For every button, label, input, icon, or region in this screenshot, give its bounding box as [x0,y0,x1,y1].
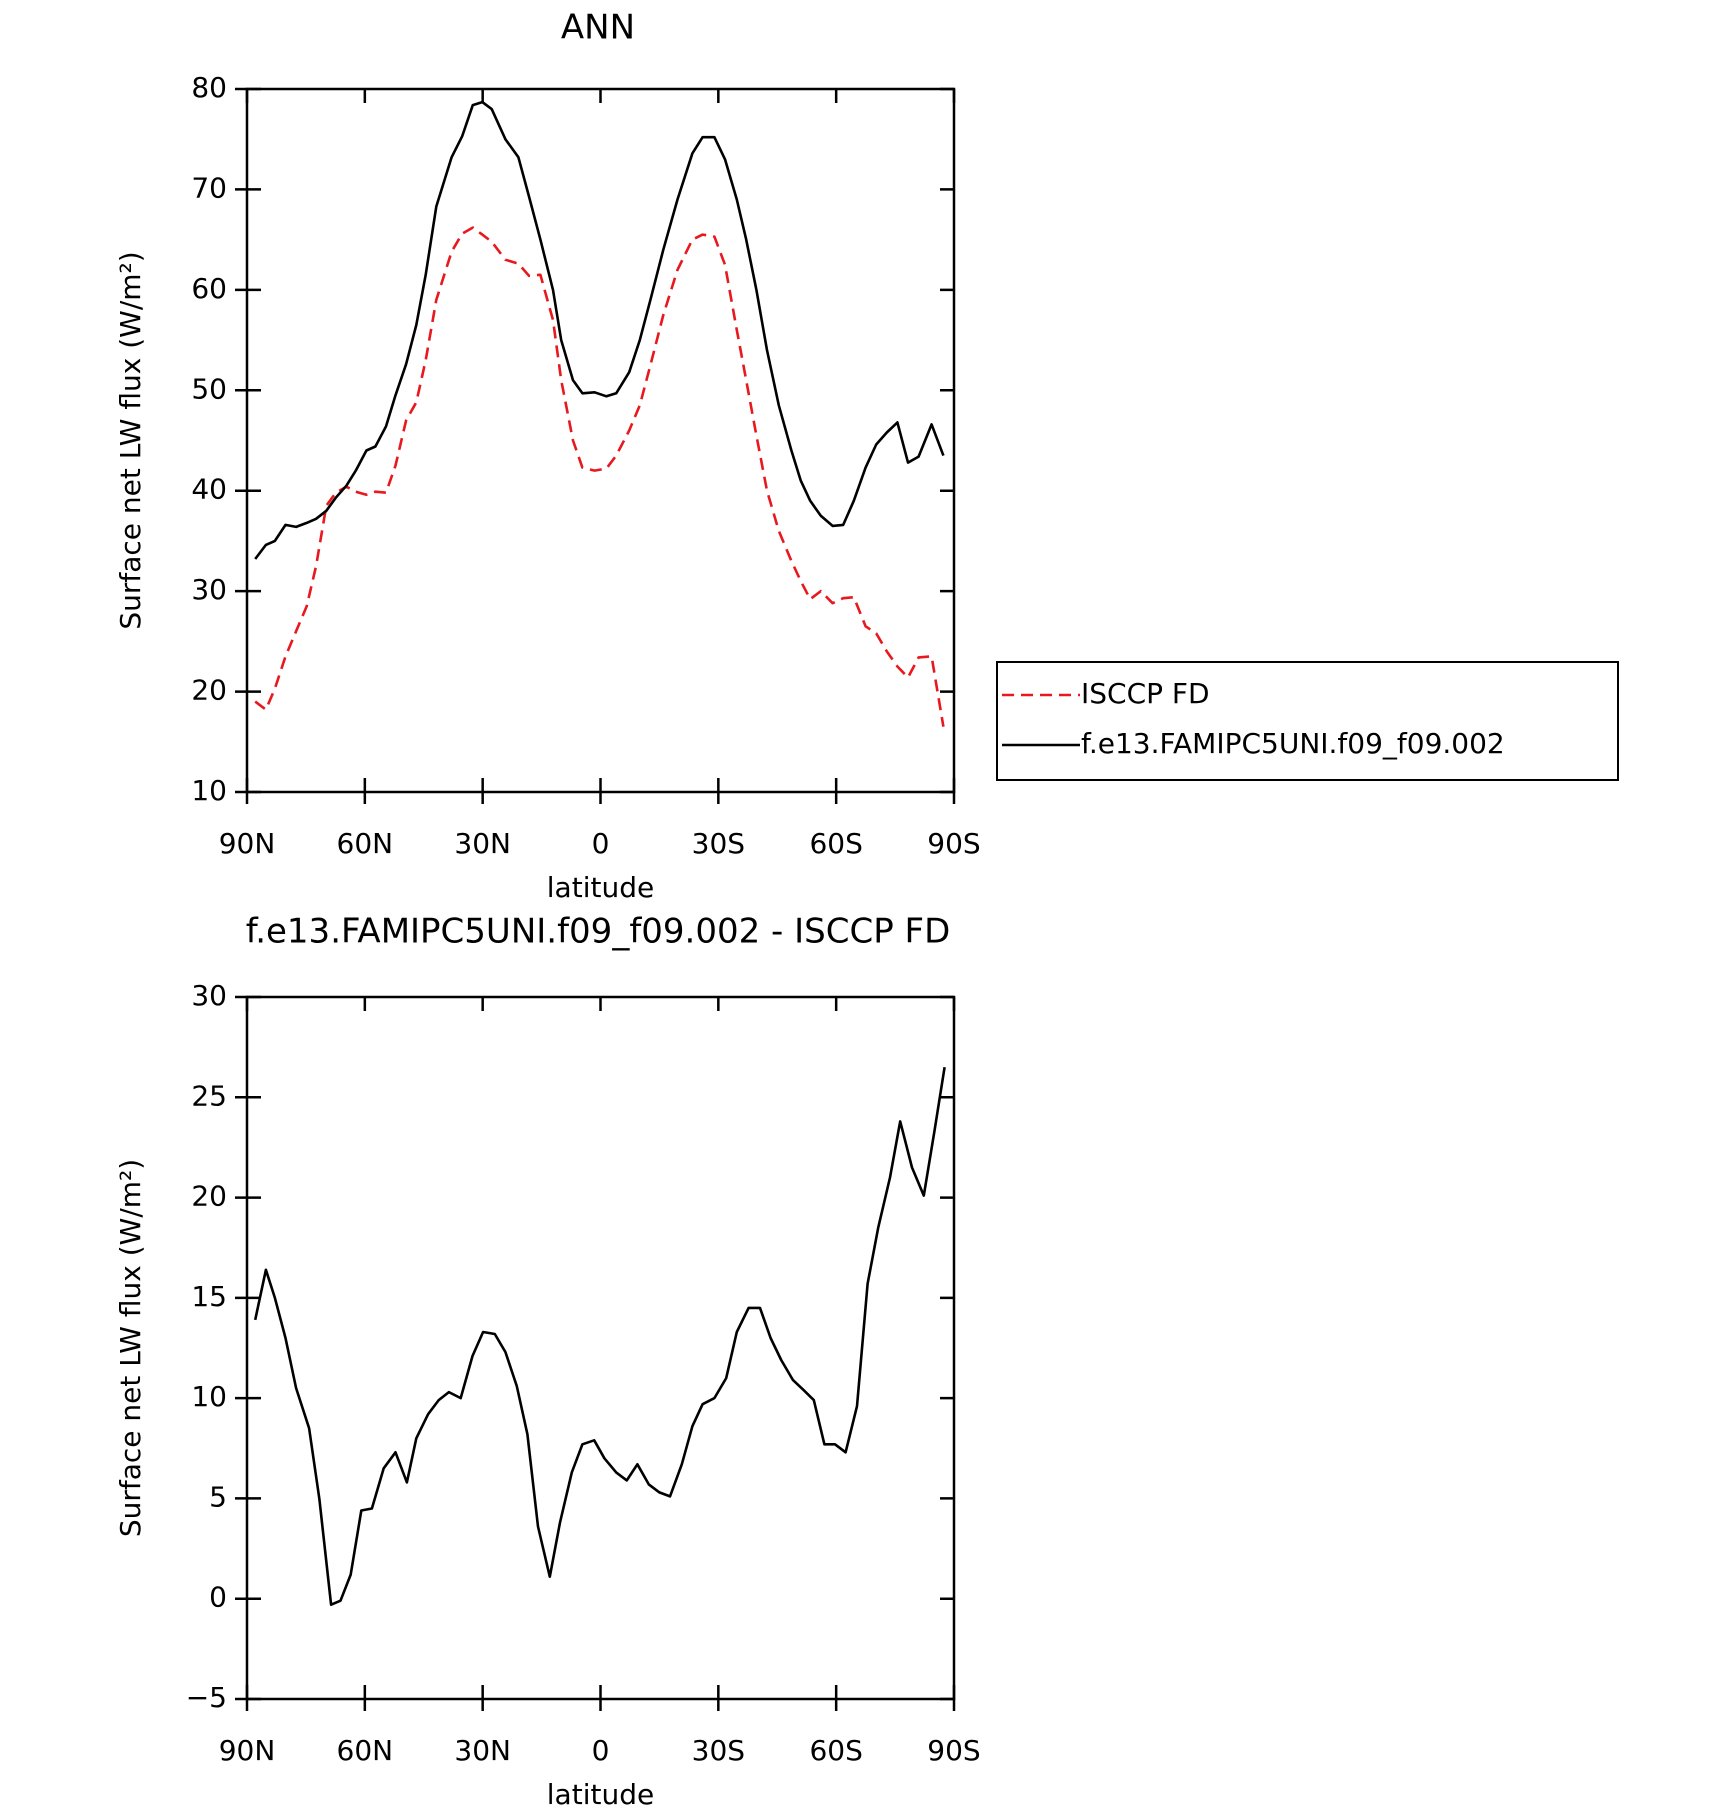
y-tick-label: 80 [191,71,227,104]
y-tick-label: −5 [186,1681,227,1714]
x-tick-label: 30S [692,827,745,860]
x-tick-label: 90S [927,1734,980,1767]
plot-frame [245,87,956,794]
legend-box [996,661,1619,781]
x-axis-label: latitude [547,871,654,904]
x-tick-label: 30S [692,1734,745,1767]
x-axis-label: latitude [547,1778,654,1811]
x-tick-label: 0 [592,1734,610,1767]
y-tick-label: 0 [209,1581,227,1614]
y-tick-label: 10 [191,1380,227,1413]
y-tick-label: 5 [209,1480,227,1513]
chart-title: ANN [561,8,635,48]
y-tick-label: 50 [191,372,227,405]
chart-title: f.e13.FAMIPC5UNI.f09_f09.002 - ISCCP FD [246,912,951,952]
x-tick-label: 90S [927,827,980,860]
data-line [254,226,945,727]
y-tick-label: 20 [191,674,227,707]
x-tick-label: 60S [809,827,862,860]
x-tick-label: 90N [219,1734,276,1767]
y-axis-label: Surface net LW flux (W/m²) [114,251,147,629]
plot-frame [245,995,956,1701]
y-tick-label: 25 [191,1079,227,1112]
y-tick-label: 10 [191,774,227,807]
x-tick-label: 0 [592,827,610,860]
legend-label: f.e13.FAMIPC5UNI.f09_f09.002 [1081,727,1505,760]
x-tick-label: 90N [219,827,276,860]
legend-label: ISCCP FD [1081,677,1210,710]
y-tick-label: 70 [191,171,227,204]
x-tick-label: 60N [337,827,394,860]
y-tick-label: 20 [191,1180,227,1213]
y-tick-label: 15 [191,1280,227,1313]
x-tick-label: 30N [454,827,511,860]
data-line [253,1066,946,1606]
x-tick-label: 30N [454,1734,511,1767]
x-tick-label: 60N [337,1734,394,1767]
x-tick-label: 60S [809,1734,862,1767]
legend: ISCCP FD f.e13.FAMIPC5UNI.f09_f09.002 [996,661,1619,781]
data-line [254,100,945,560]
y-tick-label: 40 [191,473,227,506]
y-tick-label: 60 [191,272,227,305]
y-axis-label: Surface net LW flux (W/m²) [114,1159,147,1537]
y-tick-label: 30 [191,573,227,606]
y-tick-label: 30 [191,979,227,1012]
